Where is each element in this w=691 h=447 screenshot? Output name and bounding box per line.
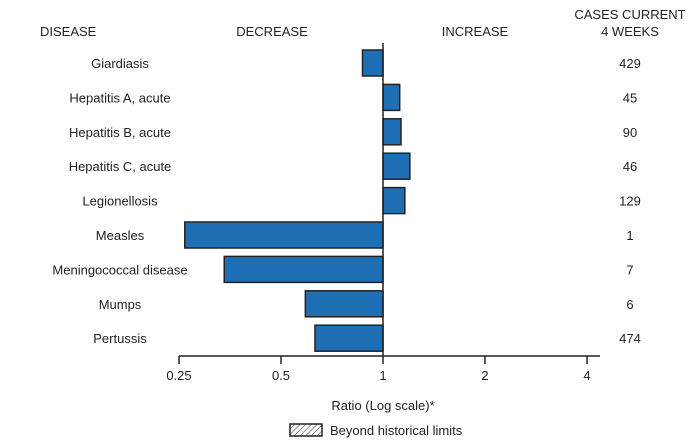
cases-value: 129 (619, 194, 641, 209)
category-label: Hepatitis A, acute (69, 90, 170, 105)
cases-value: 6 (626, 297, 633, 312)
category-label: Meningococcal disease (52, 262, 187, 277)
cases-value: 429 (619, 56, 641, 71)
x-axis-label: Ratio (Log scale)* (331, 398, 434, 413)
bar (382, 118, 402, 146)
bar (314, 324, 384, 352)
category-label: Legionellosis (82, 194, 158, 209)
cases-value: 46 (623, 159, 637, 174)
x-tick-label: 0.25 (166, 368, 191, 383)
bar (382, 186, 406, 215)
bar (184, 221, 384, 249)
bar (223, 255, 384, 284)
cases-value: 7 (626, 262, 633, 277)
bar (361, 49, 384, 77)
category-label: Giardiasis (91, 56, 149, 71)
x-tick-label: 2 (481, 368, 488, 383)
header-cases-line2: 4 WEEKS (601, 24, 659, 39)
x-tick-label: 0.5 (272, 368, 290, 383)
bar (382, 83, 401, 112)
cases-value: 45 (623, 90, 637, 105)
category-label: Hepatitis C, acute (69, 159, 172, 174)
x-tick-label: 4 (583, 368, 590, 383)
cases-value: 90 (623, 125, 637, 140)
x-tick-label: 1 (379, 368, 386, 383)
category-label: Mumps (99, 297, 142, 312)
bar (304, 290, 384, 318)
bar (382, 152, 411, 180)
header-disease: DISEASE (40, 24, 97, 39)
legend-hatch-swatch (289, 423, 323, 437)
header-decrease: DECREASE (236, 24, 308, 39)
category-label: Measles (96, 228, 145, 243)
cases-value: 1 (626, 228, 633, 243)
header-increase: INCREASE (442, 24, 509, 39)
category-label: Hepatitis B, acute (69, 125, 171, 140)
cases-value: 474 (619, 331, 641, 346)
legend-label: Beyond historical limits (330, 423, 463, 438)
header-cases-line1: CASES CURRENT (574, 7, 685, 22)
category-label: Pertussis (93, 331, 147, 346)
